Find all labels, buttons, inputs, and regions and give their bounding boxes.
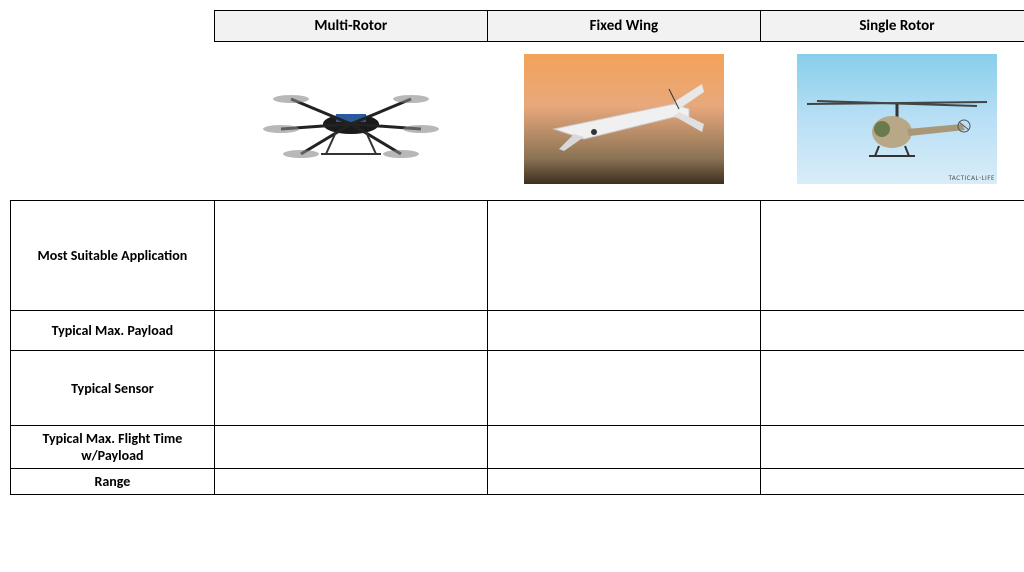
row-application: Most Suitable Application bbox=[11, 201, 1024, 311]
cell-application-single bbox=[760, 201, 1024, 311]
column-header-single-rotor: Single Rotor bbox=[760, 11, 1024, 42]
cell-range-fixed bbox=[487, 469, 760, 495]
row-label-sensor: Typical Sensor bbox=[11, 351, 215, 426]
cell-payload-multi bbox=[214, 311, 487, 351]
row-label-application: Most Suitable Application bbox=[11, 201, 215, 311]
multi-rotor-drone-icon bbox=[251, 54, 451, 184]
row-payload: Typical Max. Payload bbox=[11, 311, 1024, 351]
row-flight-time: Typical Max. Flight Time w/Payload bbox=[11, 426, 1024, 469]
cell-flight-multi bbox=[214, 426, 487, 469]
row-label-payload: Typical Max. Payload bbox=[11, 311, 215, 351]
cell-application-fixed bbox=[487, 201, 760, 311]
cell-flight-single bbox=[760, 426, 1024, 469]
fixed-wing-drone-icon bbox=[524, 54, 724, 184]
row-label-range: Range bbox=[11, 469, 215, 495]
cell-flight-fixed bbox=[487, 426, 760, 469]
empty-image-label bbox=[11, 42, 215, 201]
cell-payload-fixed bbox=[487, 311, 760, 351]
row-range: Range bbox=[11, 469, 1024, 495]
cell-application-multi bbox=[214, 201, 487, 311]
watermark-text: TACTICAL-LIFE bbox=[948, 173, 995, 182]
empty-corner bbox=[11, 11, 215, 42]
cell-sensor-fixed bbox=[487, 351, 760, 426]
column-header-multi-rotor: Multi-Rotor bbox=[214, 11, 487, 42]
row-sensor: Typical Sensor bbox=[11, 351, 1024, 426]
column-header-fixed-wing: Fixed Wing bbox=[487, 11, 760, 42]
header-row: Multi-Rotor Fixed Wing Single Rotor bbox=[11, 11, 1024, 42]
comparison-table: Multi-Rotor Fixed Wing Single Rotor bbox=[10, 10, 1024, 495]
cell-range-multi bbox=[214, 469, 487, 495]
image-row: TACTICAL-LIFE bbox=[11, 42, 1024, 201]
cell-range-single bbox=[760, 469, 1024, 495]
single-rotor-image-cell: TACTICAL-LIFE bbox=[760, 42, 1024, 201]
fixed-wing-image-cell bbox=[487, 42, 760, 201]
cell-payload-single bbox=[760, 311, 1024, 351]
single-rotor-drone-icon: TACTICAL-LIFE bbox=[797, 54, 997, 184]
multi-rotor-image-cell bbox=[214, 42, 487, 201]
cell-sensor-single bbox=[760, 351, 1024, 426]
row-label-flight-time: Typical Max. Flight Time w/Payload bbox=[11, 426, 215, 469]
cell-sensor-multi bbox=[214, 351, 487, 426]
